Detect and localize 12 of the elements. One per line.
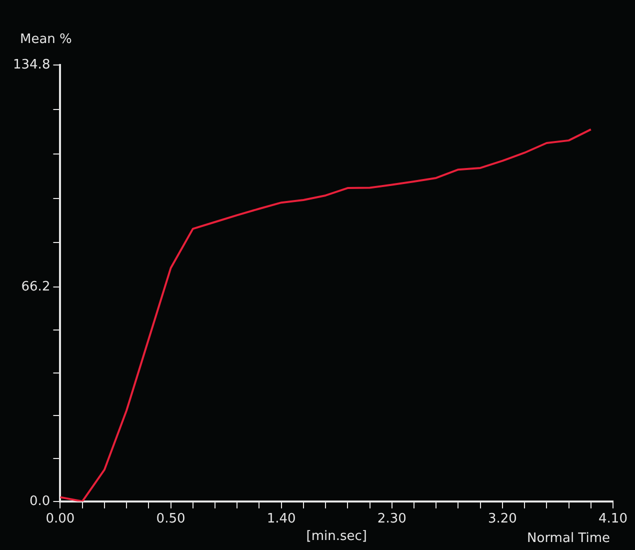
y-tick-label: 0.0 bbox=[30, 494, 50, 509]
x-tick-label: 2.30 bbox=[377, 512, 406, 527]
x-tick-label: 3.20 bbox=[488, 512, 517, 527]
x-tick-label: 1.40 bbox=[266, 512, 296, 527]
x-axis-title: [min.sec] bbox=[306, 528, 367, 544]
y-tick-label: 134.8 bbox=[13, 57, 50, 72]
y-tick-label: 66.2 bbox=[21, 279, 50, 294]
y-axis-title: Mean % bbox=[20, 32, 72, 47]
x-tick-label: 4.10 bbox=[598, 512, 628, 527]
text: Normal Time bbox=[527, 530, 610, 546]
x-tick-label: 0.00 bbox=[46, 512, 75, 527]
x-tick-label: 0.50 bbox=[156, 512, 186, 527]
